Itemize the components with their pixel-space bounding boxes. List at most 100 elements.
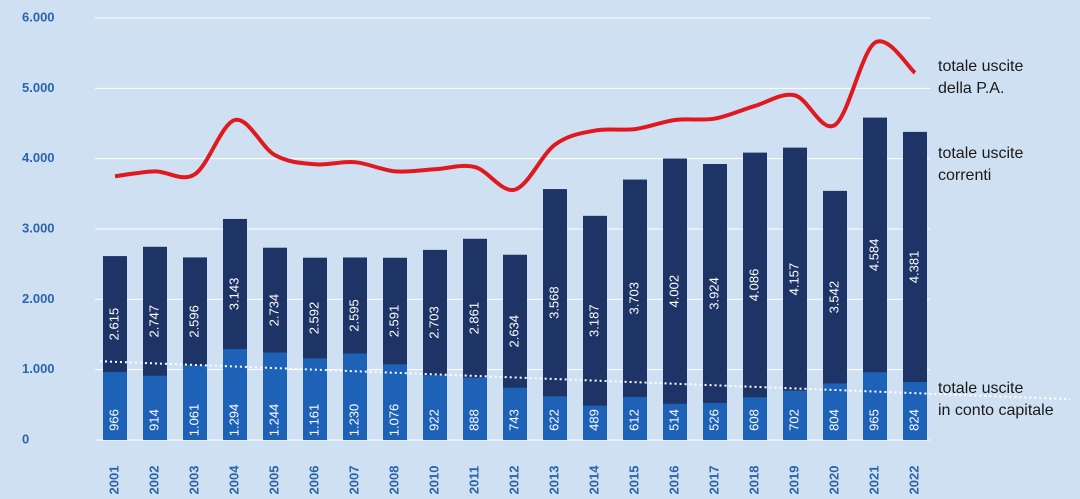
x-tick-label: 2014: [586, 465, 601, 495]
y-tick-label: 6.000: [22, 9, 55, 24]
bar: [503, 387, 527, 440]
value-label: 1.061: [186, 404, 201, 437]
value-label: 612: [626, 409, 641, 431]
x-tick-label: 2005: [266, 466, 281, 495]
bar: [743, 152, 767, 441]
value-label: 2.734: [266, 294, 281, 327]
x-tick-label: 2002: [146, 466, 161, 495]
x-tick-label: 2019: [786, 466, 801, 495]
value-label: 2.591: [386, 305, 401, 338]
bar: [743, 397, 767, 440]
value-label: 3.703: [626, 282, 641, 315]
x-tick-label: 2007: [346, 466, 361, 495]
y-tick-label: 1.000: [22, 361, 55, 376]
value-label: 922: [426, 409, 441, 431]
value-label: 914: [146, 409, 161, 431]
value-label: 888: [466, 409, 481, 431]
x-tick-label: 2017: [706, 466, 721, 495]
value-label: 2.747: [146, 305, 161, 338]
bar: [183, 365, 207, 440]
value-label: 3.542: [826, 281, 841, 314]
y-tick-label: 3.000: [22, 220, 55, 235]
x-tick-label: 2012: [506, 466, 521, 495]
x-tick-label: 2016: [666, 466, 681, 495]
x-tick-label: 2003: [186, 466, 201, 495]
bar: [583, 405, 607, 440]
x-tick-label: 2010: [426, 466, 441, 495]
x-tick-label: 2015: [626, 466, 641, 495]
x-tick-label: 2001: [106, 466, 121, 495]
value-label: 824: [906, 409, 921, 431]
bar: [623, 396, 647, 440]
value-label: 514: [666, 409, 681, 431]
bar: [903, 382, 927, 440]
value-label: 4.086: [746, 269, 761, 302]
value-label: 526: [706, 409, 721, 431]
x-tick-label: 2018: [746, 466, 761, 495]
value-label: 608: [746, 409, 761, 431]
bar: [223, 348, 247, 440]
value-label: 966: [106, 409, 121, 431]
line: [114, 39, 917, 192]
value-label: 2.634: [506, 315, 521, 348]
value-label: 2.861: [466, 302, 481, 335]
x-tick-label: 2004: [226, 465, 241, 495]
legend-entry: totale uscite della P.A.: [938, 58, 1024, 97]
value-label: 702: [786, 409, 801, 431]
value-label: 1.244: [266, 404, 281, 437]
value-label: 1.161: [306, 404, 321, 437]
x-tick-label: 2021: [866, 466, 881, 495]
trend-line: [99, 360, 1071, 401]
bar: [343, 353, 367, 440]
value-label: 2.595: [346, 299, 361, 332]
value-label: 489: [586, 409, 601, 431]
y-tick-label: 5.000: [22, 80, 55, 95]
x-tick-label: 2020: [826, 466, 841, 495]
y-tick-label: 0: [22, 431, 29, 446]
value-label: 1.294: [226, 404, 241, 437]
legend-entry: totale uscite correnti: [938, 145, 1024, 184]
value-label: 1.076: [386, 404, 401, 437]
bar: [703, 403, 727, 440]
x-tick-label: 2006: [306, 466, 321, 495]
value-label: 2.703: [426, 306, 441, 339]
bar: [863, 372, 887, 440]
value-label: 4.381: [906, 251, 921, 284]
value-label: 3.568: [546, 286, 561, 319]
value-label: 804: [826, 409, 841, 431]
bar: [783, 390, 807, 440]
bar: [543, 396, 567, 440]
legend-entry: totale uscite in conto capitale: [938, 380, 1054, 419]
bar: [303, 358, 327, 440]
bar: [703, 164, 727, 440]
value-label: 3.187: [586, 304, 601, 337]
value-label: 622: [546, 409, 561, 431]
value-label: 965: [866, 409, 881, 431]
bar: [463, 377, 487, 440]
value-label: 4.157: [786, 263, 801, 296]
bar: [423, 375, 447, 440]
bar: [583, 215, 607, 440]
bar: [663, 403, 687, 440]
y-tick-label: 2.000: [22, 291, 55, 306]
bar: [823, 383, 847, 440]
y-tick-label: 4.000: [22, 150, 55, 165]
value-label: 743: [506, 409, 521, 431]
value-label: 1.230: [346, 404, 361, 437]
bar: [103, 372, 127, 440]
x-tick-label: 2013: [546, 466, 561, 495]
x-tick-label: 2011: [466, 466, 481, 494]
x-tick-label: 2022: [906, 466, 921, 495]
value-label: 4.002: [666, 275, 681, 308]
bar: [143, 375, 167, 440]
x-tick-label: 2008: [386, 466, 401, 495]
value-label: 2.596: [186, 305, 201, 338]
value-label: 4.584: [866, 239, 881, 272]
value-label: 2.615: [106, 308, 121, 341]
value-label: 2.592: [306, 302, 321, 335]
bar: [383, 364, 407, 440]
value-label: 3.924: [706, 277, 721, 310]
value-label: 3.143: [226, 278, 241, 311]
